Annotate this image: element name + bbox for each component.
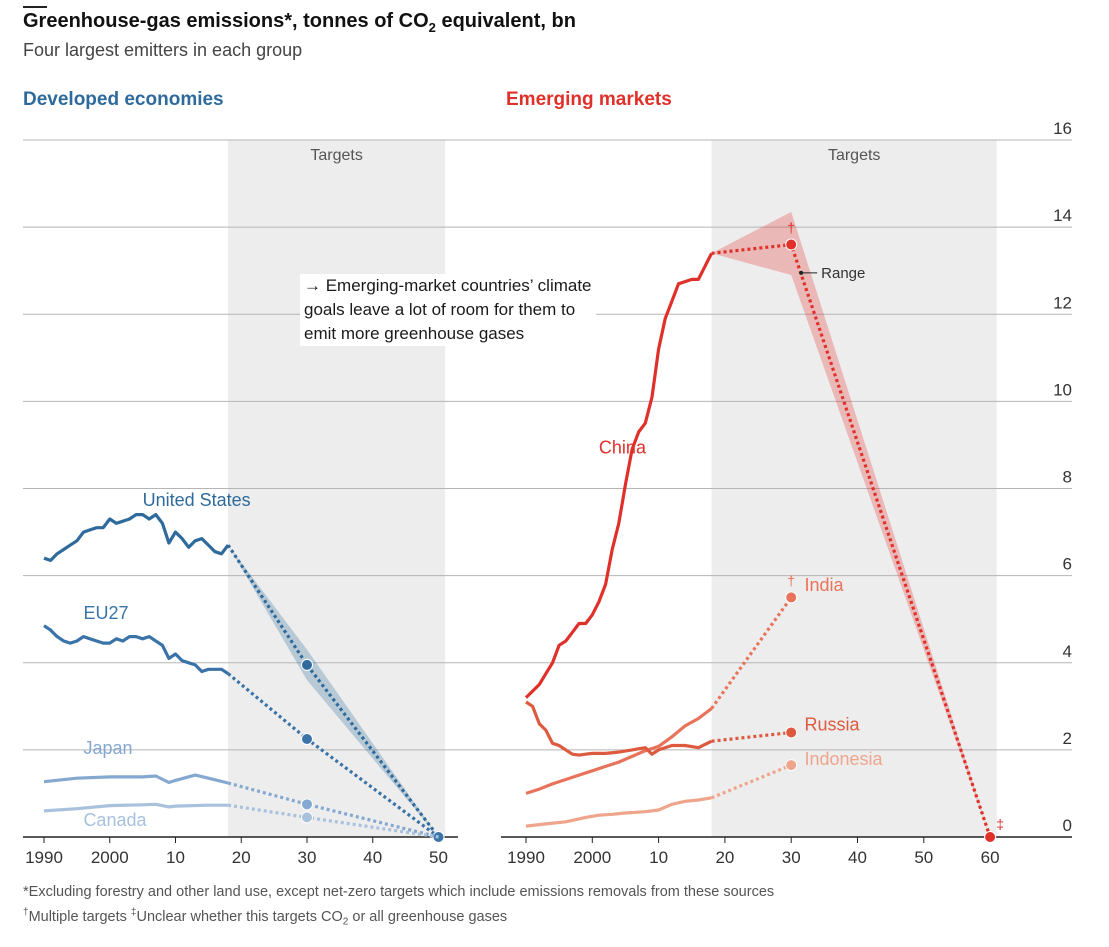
annotation-line: → Emerging-market countries’ climate bbox=[304, 276, 592, 295]
united-states-target-point bbox=[301, 658, 313, 671]
china-historic-line bbox=[524, 252, 714, 699]
india-historic-line bbox=[525, 707, 713, 795]
y-tick-label: 8 bbox=[1063, 468, 1072, 487]
japan-label: Japan bbox=[83, 738, 132, 758]
title-subscript: 2 bbox=[428, 20, 436, 35]
india-label: India bbox=[804, 575, 844, 595]
canada-label: Canada bbox=[83, 810, 147, 830]
canada-target-point bbox=[301, 811, 313, 824]
x-tick-label: 1990 bbox=[507, 848, 545, 867]
russia-historic-line bbox=[525, 700, 713, 757]
china-label: China bbox=[599, 438, 647, 458]
x-tick-label: 60 bbox=[981, 848, 1000, 867]
indonesia-target-line bbox=[710, 763, 792, 800]
x-tick-label: 50 bbox=[914, 848, 933, 867]
developed-panel-label: Developed economies bbox=[23, 89, 224, 110]
footnote-2: †Multiple targets ‡Unclear whether this … bbox=[23, 907, 507, 928]
russia-target-line bbox=[711, 730, 792, 743]
annotation-line: emit more greenhouse gases bbox=[304, 324, 525, 343]
russia-label: Russia bbox=[804, 714, 860, 734]
x-tick-label: 10 bbox=[166, 848, 185, 867]
y-tick-label: 4 bbox=[1063, 642, 1072, 661]
eu27-target-point bbox=[301, 732, 313, 745]
x-tick-label: 40 bbox=[363, 848, 382, 867]
y-tick-label: 16 bbox=[1053, 119, 1072, 138]
footnote-mark-double-dagger: ‡ bbox=[130, 907, 137, 918]
china-target-point bbox=[785, 238, 798, 251]
x-tick-label: 30 bbox=[782, 848, 801, 867]
annotation-line: goals leave a lot of room for them to bbox=[304, 300, 576, 319]
x-tick-label: 20 bbox=[232, 848, 251, 867]
targets-label: Targets bbox=[828, 147, 880, 164]
china-target-footnote-mark: † bbox=[787, 220, 795, 236]
footnote-text-end: or all greenhouse gases bbox=[348, 908, 508, 925]
x-tick-label: 30 bbox=[298, 848, 317, 867]
india-target-point bbox=[785, 591, 798, 604]
indonesia-label: Indonesia bbox=[804, 749, 883, 769]
footnote-subscript: 2 bbox=[342, 916, 349, 928]
indonesia-historic-line bbox=[525, 796, 712, 828]
title-rule bbox=[23, 6, 47, 8]
united-states-label: United States bbox=[143, 490, 251, 510]
china-target-point bbox=[984, 831, 997, 843]
x-tick-label: 2000 bbox=[573, 848, 611, 867]
china-target-footnote-mark: ‡ bbox=[996, 816, 1004, 832]
x-tick-label: 2000 bbox=[91, 848, 129, 867]
y-tick-label: 0 bbox=[1063, 816, 1072, 835]
united-states-historic-line bbox=[43, 513, 230, 562]
y-tick-label: 12 bbox=[1053, 293, 1072, 312]
indonesia-target-point bbox=[785, 759, 798, 772]
eu27-historic-line bbox=[43, 624, 229, 675]
annotation-text: → Emerging-market countries’ climate goa… bbox=[300, 274, 596, 346]
canada-historic-line bbox=[43, 802, 229, 813]
targets-label: Targets bbox=[310, 147, 362, 164]
y-tick-label: 10 bbox=[1053, 380, 1072, 399]
chart-subtitle: Four largest emitters in each group bbox=[23, 40, 303, 60]
footnote-text: Multiple targets bbox=[28, 908, 131, 925]
x-tick-label: 10 bbox=[649, 848, 668, 867]
range-label: Range bbox=[821, 265, 865, 282]
title-text-end: equivalent, bn bbox=[435, 10, 576, 32]
y-tick-label: 14 bbox=[1053, 206, 1072, 225]
japan-historic-line bbox=[43, 773, 229, 785]
y-tick-label: 2 bbox=[1063, 729, 1072, 748]
india-target-line bbox=[710, 596, 793, 710]
russia-target-point bbox=[785, 726, 798, 739]
x-tick-label: 40 bbox=[848, 848, 867, 867]
y-tick-label: 6 bbox=[1063, 555, 1072, 574]
x-tick-label: 50 bbox=[429, 848, 448, 867]
india-target-footnote-mark: † bbox=[787, 572, 795, 588]
x-tick-label: 1990 bbox=[25, 848, 63, 867]
footnote-mark-dagger: † bbox=[23, 907, 29, 918]
japan-target-point bbox=[301, 798, 313, 811]
title-text: Greenhouse-gas emissions*, tonnes of CO bbox=[23, 10, 429, 32]
footnote-text: Unclear whether this targets CO bbox=[136, 908, 343, 925]
emerging-panel-label: Emerging markets bbox=[506, 89, 672, 110]
x-tick-label: 20 bbox=[715, 848, 734, 867]
united-states-target-range bbox=[228, 545, 439, 837]
chart-title: Greenhouse-gas emissions*, tonnes of CO2… bbox=[23, 10, 576, 35]
footnote-1: *Excluding forestry and other land use, … bbox=[23, 884, 775, 900]
eu27-label: EU27 bbox=[83, 603, 128, 623]
